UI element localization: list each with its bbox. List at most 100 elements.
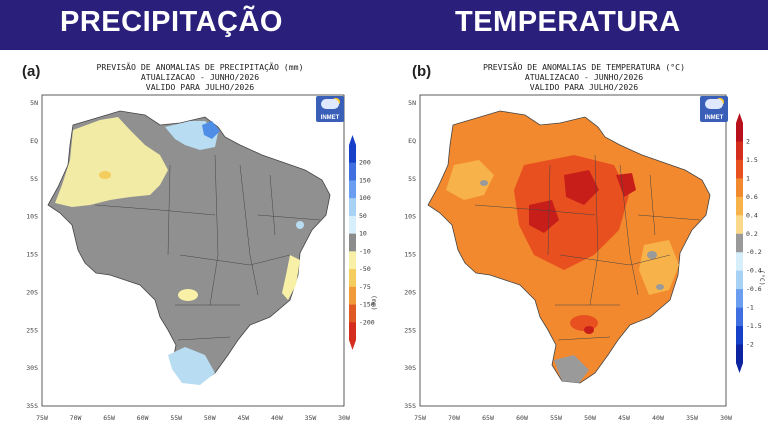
colorbar-tick-label: 150 [359,176,371,184]
colorbar-tick-label: -150 [359,301,375,309]
colorbar-segment [349,286,356,306]
colorbar-segment [736,233,743,253]
x-axis-label: 30W [720,414,732,422]
wet-region-south [168,347,215,385]
colorbar-tick-label: -2 [746,341,754,349]
inmet-logo: INMET [316,96,344,122]
colorbar-segment [349,251,356,270]
y-axis-label: 35S [404,402,416,410]
cool-region-south [554,355,589,383]
colorbar-tick-label: 0.4 [746,211,758,219]
panel-a-title-2: ATUALIZACAO - JUNHO/2026 [140,72,260,82]
x-axis-label: 55W [170,414,182,422]
colorbar-segment [736,196,743,216]
wet-region-north-core [202,121,220,139]
y-axis-label: 10S [404,213,416,221]
colorbar-tick-label: -1 [746,304,754,312]
y-axis-label: EQ [408,137,416,145]
colorbar-tick-label: 0.2 [746,230,758,238]
x-axis-label: 45W [237,414,249,422]
y-axis-label: 15S [404,251,416,259]
colorbar-tick-label: -75 [359,283,371,291]
x-axis-label: 40W [652,414,664,422]
cloud-icon [705,99,723,109]
colorbar-segment [349,198,356,217]
x-axis-label: 70W [70,414,82,422]
colorbar-tick-label: 10 [359,230,367,238]
x-axis-label: 75W [414,414,426,422]
colorbar-tick-label: 0.6 [746,193,758,201]
dry-region-coast [282,255,300,300]
temperature-panel: (b) PREVISÃO DE ANOMALIAS DE TEMPERATURA… [384,55,768,432]
colorbar-segment [736,178,743,198]
colorbar-tick-label: -0.6 [746,285,762,293]
y-axis-label: 30S [404,364,416,372]
inmet-logo: INMET [700,96,728,122]
temperature-title: TEMPERATURA [455,6,681,38]
colorbar-tick-label: 2 [746,137,750,145]
colorbar-segment [736,344,743,364]
colorbar-segment [736,326,743,346]
colorbar-segment [349,269,356,288]
colorbar-segment [349,233,356,252]
temperature-map: (°C) 75W 70W 65W 60W 55W 50W 45W 40W 35W 30W 5N EQ 5… [404,94,766,422]
colorbar-segment [736,307,743,327]
colorbar-tick-label: 1 [746,174,750,182]
colorbar-tick-label: -50 [359,265,371,273]
colorbar-segment [349,322,356,341]
x-axis-label: 30W [338,414,350,422]
x-axis-label: 50W [204,414,216,422]
y-axis-label: 5N [408,99,416,107]
x-axis-label: 55W [550,414,562,422]
colorbar-segment [736,289,743,309]
y-axis-label: 5S [408,175,416,183]
colorbar-tick-label: -0.4 [746,267,762,275]
panel-a-title-1: PREVISÃO DE ANOMALIAS DE PRECIPITAÇÃO (m… [96,62,304,72]
colorbar-segment [736,270,743,290]
y-axis-label: 25S [404,326,416,334]
colorbar-tick-label: 200 [359,159,371,167]
y-axis-label: 20S [26,288,38,296]
colorbar-tick-label: -1.5 [746,322,762,330]
neutral-spot-coast [656,284,664,290]
logo-label: INMET [320,115,340,121]
neutral-spot-west [480,180,488,186]
colorbar-tick-label: 50 [359,212,367,220]
panel-b-title-3: VALIDO PARA JULHO/2026 [529,82,639,92]
x-axis-label: 45W [618,414,630,422]
x-axis-label: 60W [137,414,149,422]
precipitation-panel: (a) PREVISÃO DE ANOMALIAS DE PRECIPITAÇÃ… [0,55,384,432]
dry-spot [99,171,111,179]
colorbar-segment [736,123,743,142]
panel-b-title-1: PREVISÃO DE ANOMALIAS DE TEMPERATURA (°C… [482,62,686,72]
x-axis-label: 70W [448,414,460,422]
colorbar-tick-label: -200 [359,318,375,326]
y-axis-label: EQ [30,137,38,145]
header-banner: PRECIPITAÇÃO TEMPERATURA [0,0,768,50]
y-axis-label: 15S [26,251,38,259]
x-axis-label: 35W [686,414,698,422]
state-borders [94,154,321,341]
x-axis-label: 35W [305,414,317,422]
panel-letter-a: (a) [22,63,41,80]
hot-core-1 [564,170,599,205]
y-axis-label: 5N [30,99,38,107]
mild-region-northwest [446,160,494,200]
y-axis-label: 25S [26,326,38,334]
colorbar-unit-b: (°C) [758,270,766,286]
colorbar-top-arrow [349,135,356,145]
colorbar-top-arrow [736,113,743,123]
colorbar-tick-label: 100 [359,194,371,202]
precipitation-title: PRECIPITAÇÃO [60,6,283,38]
colorbar-segment [736,159,743,179]
colorbar-bottom-arrow [736,363,743,373]
colorbar-segment [349,304,356,323]
y-axis-label: 5S [30,175,38,183]
hot-core-2 [529,200,559,233]
precipitation-map: (mm) 75W 70W 65W 60W 55W 50W 45W 40W 35W 30W 5N EQ 5… [26,94,378,422]
x-axis-label: 50W [584,414,596,422]
panel-a-title-3: VALIDO PARA JULHO/2026 [145,82,255,92]
colorbar-segment [349,215,356,235]
neutral-spot-east [647,251,657,259]
warm-region-center [514,155,629,270]
